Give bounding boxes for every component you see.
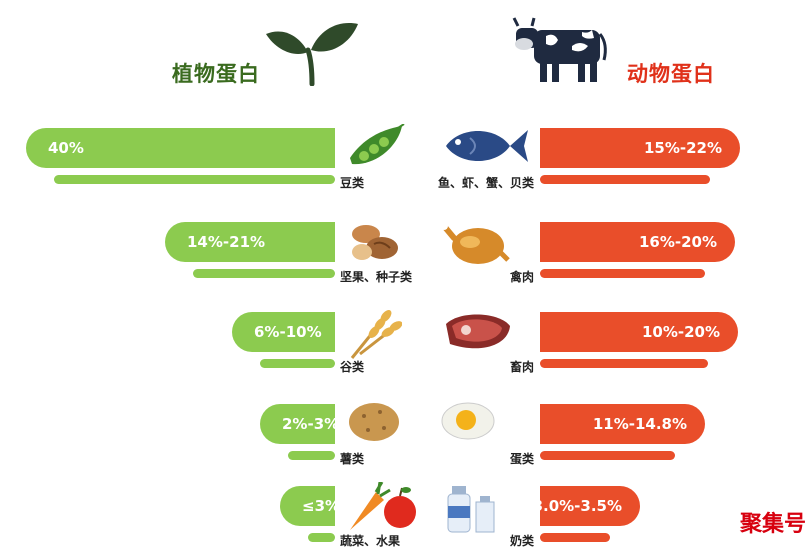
animal-sub-bar [540,269,705,278]
plant-sub-bar [260,359,335,368]
fish-icon [440,124,530,172]
animal-category-label: 畜肉 [509,360,534,374]
plant-bar-label: 14%-21% [187,233,266,251]
animal-sub-bar [540,451,675,460]
plant-category-label: 薯类 [340,452,365,466]
plant-bar: 2%-3% [260,404,339,444]
plant-bar-label: 40% [48,139,84,157]
animal-bar: 11%-14.8% [540,404,705,444]
milk-bottle-icon [440,482,500,538]
plant-sub-bar [308,533,335,542]
animal-bar-label: 3.0%-3.5% [532,497,622,515]
plant-bar: ≤3% [280,486,340,526]
plant-sub-bar [193,269,335,278]
animal-bar-label: 15%-22% [643,139,722,157]
animal-bar-label: 11%-14.8% [592,415,687,433]
animal-bar: 15%-22% [540,128,740,168]
animal-category-label: 禽肉 [509,270,534,284]
carrot-apple-icon [346,481,418,536]
plant-bar: 40% [26,128,335,168]
egg-icon [440,400,496,446]
animal-bar: 10%-20% [540,312,738,352]
plant-bar-label: 6%-10% [254,323,322,341]
animal-bar: 16%-20% [540,222,735,262]
sprout-icon [266,23,358,86]
plant-sub-bar [54,175,335,184]
animal-category-label: 蛋类 [509,452,534,466]
animal-sub-bar [540,533,610,542]
animal-protein-title: 动物蛋白 [627,62,715,86]
animal-sub-bar [540,359,708,368]
animal-category-label: 鱼、虾、蟹、贝类 [437,176,534,190]
animal-category-label: 奶类 [509,534,534,548]
animal-bar-label: 16%-20% [638,233,717,251]
animal-bar-label: 10%-20% [641,323,720,341]
animal-bar: 3.0%-3.5% [533,486,640,526]
potato-icon [346,400,402,448]
meat-steak-icon [440,308,514,360]
roast-chicken-icon [440,218,510,272]
cow-icon [512,17,607,82]
plant-bar-label: 2%-3% [282,415,340,433]
plant-bar: 6%-10% [232,312,335,352]
wheat-icon [346,308,403,364]
plant-sub-bar [288,451,335,460]
plant-category-label: 豆类 [340,176,365,190]
plant-protein-title: 植物蛋白 [172,62,260,86]
plant-category-label: 谷类 [340,360,365,374]
plant-bar-label: ≤3% [302,497,341,515]
nuts-icon [346,218,402,268]
plant-bar: 14%-21% [165,222,335,262]
animal-sub-bar [540,175,710,184]
watermark-logo: 聚集号 [739,512,806,537]
pea-pod-icon [346,123,406,174]
plant-category-label: 坚果、种子类 [340,270,413,284]
plant-category-label: 蔬菜、水果 [340,534,401,548]
